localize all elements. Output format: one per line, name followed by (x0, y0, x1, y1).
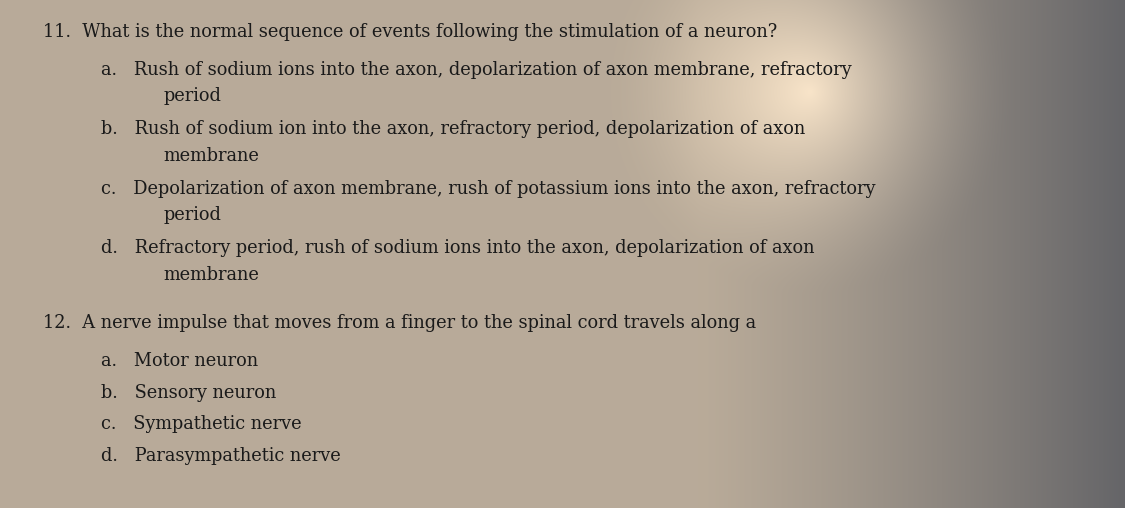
Text: d.   Refractory period, rush of sodium ions into the axon, depolarization of axo: d. Refractory period, rush of sodium ion… (101, 239, 814, 257)
Text: d.   Parasympathetic nerve: d. Parasympathetic nerve (101, 447, 341, 464)
Text: a.   Rush of sodium ions into the axon, depolarization of axon membrane, refract: a. Rush of sodium ions into the axon, de… (101, 61, 852, 79)
Text: b.   Sensory neuron: b. Sensory neuron (101, 384, 277, 401)
Text: period: period (163, 206, 221, 224)
Text: 11.  What is the normal sequence of events following the stimulation of a neuron: 11. What is the normal sequence of event… (43, 23, 777, 41)
Text: c.   Sympathetic nerve: c. Sympathetic nerve (101, 415, 302, 433)
Text: a.   Motor neuron: a. Motor neuron (101, 352, 259, 370)
Text: 12.  A nerve impulse that moves from a finger to the spinal cord travels along a: 12. A nerve impulse that moves from a fi… (43, 314, 756, 332)
Text: membrane: membrane (163, 266, 259, 283)
Text: period: period (163, 87, 221, 105)
Text: membrane: membrane (163, 147, 259, 165)
Text: c.   Depolarization of axon membrane, rush of potassium ions into the axon, refr: c. Depolarization of axon membrane, rush… (101, 180, 875, 198)
Text: b.   Rush of sodium ion into the axon, refractory period, depolarization of axon: b. Rush of sodium ion into the axon, ref… (101, 120, 806, 138)
